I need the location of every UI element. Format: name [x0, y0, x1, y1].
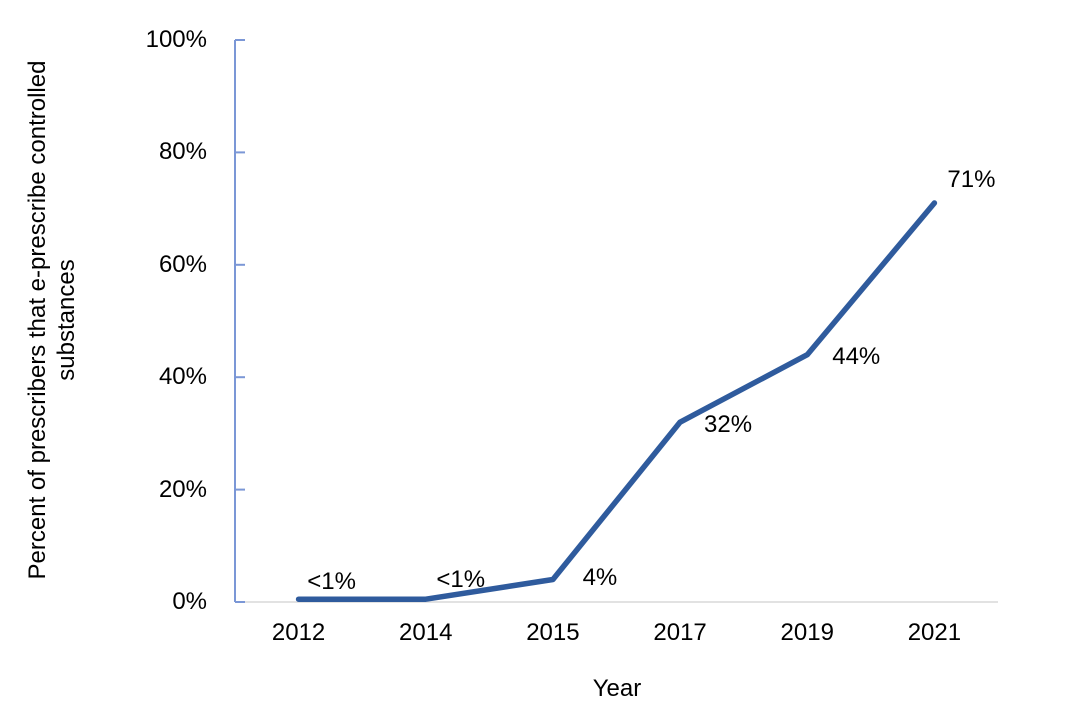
x-tick-label: 2021 [907, 619, 962, 646]
y-axis-title-line-2: substances [53, 259, 80, 381]
y-tick-label: 20% [158, 475, 207, 503]
y-axis-title: Percent of prescribers that e-prescribe … [23, 0, 81, 640]
data-label: <1% [436, 566, 486, 594]
data-label: 4% [582, 563, 618, 591]
y-tick-label: 40% [158, 363, 207, 391]
y-axis-title-line-1: Percent of prescribers that e-prescribe … [24, 60, 51, 580]
y-tick-label: 0% [172, 588, 207, 615]
y-tick-label: 60% [158, 250, 207, 278]
x-tick-label: 2017 [653, 619, 707, 646]
x-tick-label: 2012 [271, 619, 326, 646]
series-line [295, 200, 938, 602]
x-tick-label: 2015 [526, 619, 580, 646]
data-label: 32% [704, 411, 753, 439]
data-label: 44% [832, 342, 881, 370]
y-tick-label: 100% [145, 26, 207, 53]
data-label: <1% [307, 568, 356, 596]
x-axis-title: Year [592, 675, 642, 702]
y-tick-label: 80% [158, 138, 207, 166]
x-tick-label: 2019 [780, 619, 834, 646]
data-label: 71% [947, 165, 996, 193]
x-tick-label: 2014 [399, 619, 453, 646]
